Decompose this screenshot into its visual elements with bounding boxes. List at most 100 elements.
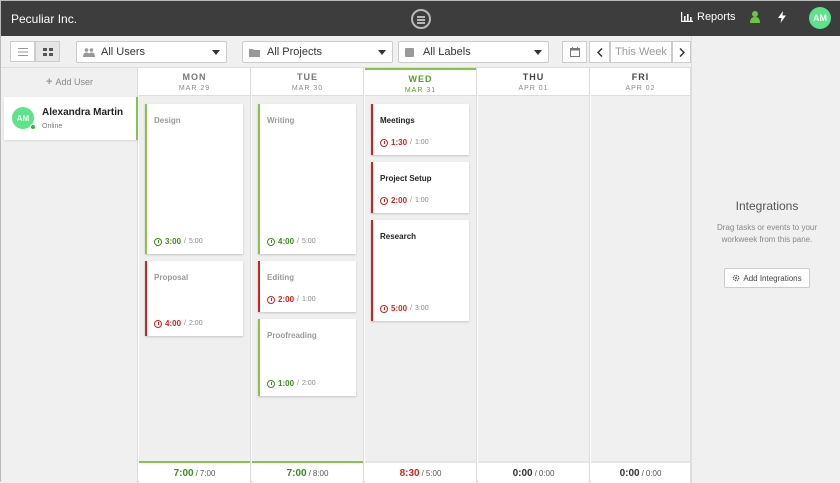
task-title: Writing [267,116,295,125]
label-icon [405,47,417,57]
task-card[interactable]: Design 3:00 / 5:00 [145,104,243,254]
projects-select[interactable]: All Projects [242,41,393,63]
task-time-estimate: 5:00 [301,238,316,245]
day-column-wed: WED MAR 31 Meetings 1:30 / 1:00 Project … [365,68,477,483]
day-total-estimate: 5:00 [425,468,442,478]
calendar-button[interactable] [562,41,587,63]
task-card[interactable]: Project Setup 2:00 / 1:00 [371,162,469,213]
add-integrations-label: Add Integrations [743,273,802,283]
bolt-icon[interactable] [778,11,786,23]
previous-week-button[interactable] [589,41,610,63]
labels-select-value: All Labels [423,46,471,58]
task-title: Proofreading [267,331,317,340]
day-total-estimate: 7:00 [199,468,216,478]
day-date: MAR 29 [178,85,211,92]
gear-icon [733,274,740,282]
chevron-right-icon [678,47,685,57]
chevron-left-icon [596,47,603,57]
user-card[interactable]: AM Alexandra Martin Online [4,97,138,140]
task-time-spent: 3:00 [165,237,182,246]
clock-icon [380,196,388,205]
user-icon[interactable] [750,11,760,23]
task-time-estimate: 2:00 [188,320,203,327]
task-title: Research [380,232,417,241]
chevron-down-icon [534,50,542,55]
clock-icon [154,319,162,328]
users-icon [83,47,95,57]
task-time-estimate: 1:00 [301,296,316,303]
task-time: 5:00 / 3:00 [380,304,429,313]
task-time-spent: 2:00 [391,196,408,205]
clock-icon [267,295,275,304]
task-time-estimate: 1:00 [414,197,429,204]
task-card[interactable]: Writing 4:00 / 5:00 [258,104,356,254]
brand-name[interactable]: Peculiar Inc. [11,12,78,26]
task-time-estimate: 3:00 [414,305,429,312]
folder-icon [249,47,261,57]
reports-label: Reports [697,11,736,23]
day-column-thu: THU APR 01 0:00 / 0:00 [478,68,590,483]
users-select-value: All Users [101,46,146,58]
task-card[interactable]: Meetings 1:30 / 1:00 [371,104,469,155]
avatar: AM [12,107,34,129]
logo-icon[interactable] [411,9,431,29]
task-time-spent: 4:00 [278,237,295,246]
day-total-spent: 8:30 [399,467,420,479]
day-total: 7:00 / 8:00 [252,461,363,483]
integrations-pane: Integrations Drag tasks or events to you… [691,36,840,483]
list-icon [17,47,28,56]
task-title: Editing [267,273,295,282]
next-week-button[interactable] [672,41,691,63]
task-card[interactable]: Proofreading 1:00 / 2:00 [258,319,356,396]
task-time-spent: 5:00 [391,304,408,313]
reports-link[interactable]: Reports [681,11,736,23]
week-label[interactable]: This Week [610,41,672,63]
task-card[interactable]: Proposal 4:00 / 2:00 [145,261,243,336]
calendar-icon [569,47,580,57]
task-time: 3:00 / 5:00 [154,237,203,246]
labels-select[interactable]: All Labels [398,41,549,63]
clock-icon [154,237,162,246]
day-date: APR 01 [518,85,549,92]
bar-chart-icon [681,12,693,22]
user-name: Alexandra Martin [42,107,124,118]
day-total-estimate: 8:00 [312,468,329,478]
day-date: APR 02 [625,85,656,92]
day-total: 8:30 / 5:00 [365,461,476,483]
day-total-spent: 0:00 [512,467,533,479]
day-header: THU APR 01 [478,68,589,96]
task-title: Meetings [380,116,415,125]
clock-icon [380,138,388,147]
day-date: MAR 30 [291,85,324,92]
task-time: 1:30 / 1:00 [380,138,429,147]
task-time-spent: 1:00 [278,379,295,388]
list-view-button[interactable] [10,41,35,62]
day-name: FRI [631,72,650,82]
day-name: MON [182,72,207,82]
projects-select-value: All Projects [267,46,323,58]
grid-view-button[interactable] [35,41,60,62]
task-time: 4:00 / 2:00 [154,319,203,328]
clock-icon [380,304,388,313]
task-time: 2:00 / 1:00 [380,196,429,205]
add-user-button[interactable]: + Add User [1,68,138,96]
task-title: Proposal [154,273,189,282]
day-total-estimate: 0:00 [645,468,662,478]
task-title: Project Setup [380,174,432,183]
avatar[interactable]: AM [809,7,831,29]
week-label-text: This Week [615,46,667,58]
task-card[interactable]: Editing 2:00 / 1:00 [258,261,356,312]
task-time-estimate: 2:00 [301,380,316,387]
online-status-dot [30,124,36,130]
task-card[interactable]: Research 5:00 / 3:00 [371,220,469,321]
day-total: 0:00 / 0:00 [478,461,589,483]
task-time-estimate: 5:00 [188,238,203,245]
users-select[interactable]: All Users [76,41,227,63]
day-total-spent: 7:00 [286,467,307,479]
add-user-label: Add User [55,77,93,87]
task-time-spent: 1:30 [391,138,408,147]
task-time: 4:00 / 5:00 [267,237,316,246]
day-total-spent: 7:00 [173,467,194,479]
add-integrations-button[interactable]: Add Integrations [724,268,810,288]
day-total-estimate: 0:00 [538,468,555,478]
